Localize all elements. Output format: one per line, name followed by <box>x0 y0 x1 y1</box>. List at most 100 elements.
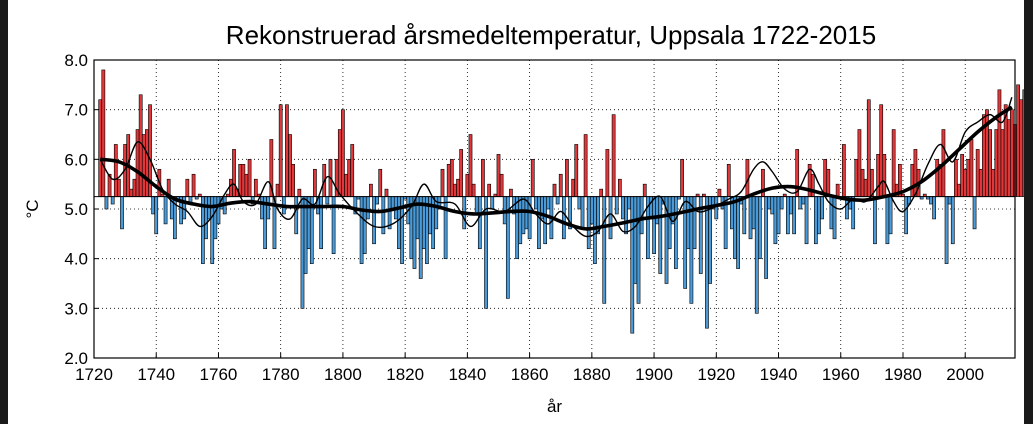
bar <box>288 134 292 197</box>
chart-title: Rekonstruerad årsmedeltemperatur, Uppsal… <box>226 20 876 50</box>
bar <box>801 196 806 205</box>
bar <box>966 159 971 197</box>
bar <box>306 196 311 250</box>
bar <box>611 114 616 197</box>
bar <box>633 196 638 284</box>
bar <box>792 196 796 235</box>
bar <box>804 196 809 245</box>
bar <box>238 164 243 197</box>
bar <box>602 196 607 304</box>
x-tick-label: 1960 <box>822 365 860 384</box>
bar <box>98 99 103 197</box>
bar <box>726 164 731 197</box>
bar <box>860 168 865 197</box>
bar <box>110 196 115 205</box>
bar <box>468 134 473 197</box>
bar <box>104 196 109 210</box>
bar <box>456 178 460 197</box>
bar <box>571 178 576 197</box>
bar <box>145 129 149 197</box>
bar <box>216 196 221 225</box>
bar <box>300 196 305 309</box>
bar <box>583 134 588 197</box>
bar <box>1016 84 1020 197</box>
x-tick-label: 1920 <box>697 365 735 384</box>
bar <box>151 196 155 215</box>
bar <box>742 196 747 235</box>
bar <box>667 196 672 250</box>
bar <box>412 196 417 269</box>
chart-panel: Rekonstruerad årsmedeltemperatur, Uppsal… <box>8 0 1024 424</box>
bar <box>229 178 233 197</box>
x-tick-label: 1740 <box>137 365 175 384</box>
bar <box>957 183 961 197</box>
bar <box>733 196 737 259</box>
x-tick-label: 1940 <box>760 365 798 384</box>
bar <box>565 159 569 197</box>
bar <box>465 173 470 197</box>
bar <box>384 188 389 197</box>
bar <box>397 196 401 250</box>
bar <box>275 183 280 197</box>
bar <box>608 196 613 240</box>
bar <box>213 196 218 240</box>
bar <box>120 196 124 230</box>
bar <box>978 168 983 197</box>
bar <box>487 183 492 197</box>
bar <box>247 159 252 197</box>
bar <box>617 178 622 197</box>
bar <box>904 196 908 235</box>
bar <box>589 196 594 225</box>
bar <box>428 196 432 235</box>
bar <box>580 196 585 230</box>
bar <box>586 196 591 250</box>
bar <box>1000 129 1005 197</box>
x-tick-label: 1760 <box>200 365 238 384</box>
bar <box>873 196 877 245</box>
bar <box>443 196 448 259</box>
x-axis-ticks: 1720 1740 1760 1780 1800 1820 1840 1860 1880 1900… <box>75 353 984 384</box>
bar <box>655 196 660 225</box>
bar <box>814 196 818 245</box>
bar <box>817 196 821 235</box>
bar <box>866 99 871 197</box>
bar <box>1010 109 1014 197</box>
bar <box>823 159 828 197</box>
bar <box>182 196 187 220</box>
bar <box>241 164 246 197</box>
bar <box>253 178 258 197</box>
bar <box>891 129 896 197</box>
bar <box>204 196 208 240</box>
bar <box>994 129 999 197</box>
bar <box>552 183 557 197</box>
bar <box>913 149 918 197</box>
bar <box>294 196 299 235</box>
bar <box>605 149 610 197</box>
y-tick-label: 3.0 <box>64 299 88 318</box>
bar <box>767 196 772 210</box>
bar <box>449 159 454 197</box>
bar <box>751 196 756 230</box>
bar <box>826 168 831 197</box>
bar <box>624 196 628 235</box>
bar <box>135 129 140 197</box>
bar <box>832 196 837 240</box>
bar <box>515 196 520 259</box>
bar <box>988 129 992 197</box>
bar <box>154 196 159 235</box>
x-tick-label: 1880 <box>573 365 611 384</box>
bar <box>1019 99 1024 197</box>
bar <box>969 139 974 197</box>
bar <box>337 129 342 197</box>
bar <box>325 196 330 205</box>
bar <box>378 168 383 197</box>
x-axis-label: år <box>547 397 562 416</box>
bar <box>714 196 719 220</box>
bar <box>117 178 121 197</box>
y-axis-label: °C <box>23 199 42 218</box>
bar <box>944 196 949 264</box>
smoothed-lines <box>99 97 1013 238</box>
bar <box>285 104 289 197</box>
bar <box>652 196 656 254</box>
